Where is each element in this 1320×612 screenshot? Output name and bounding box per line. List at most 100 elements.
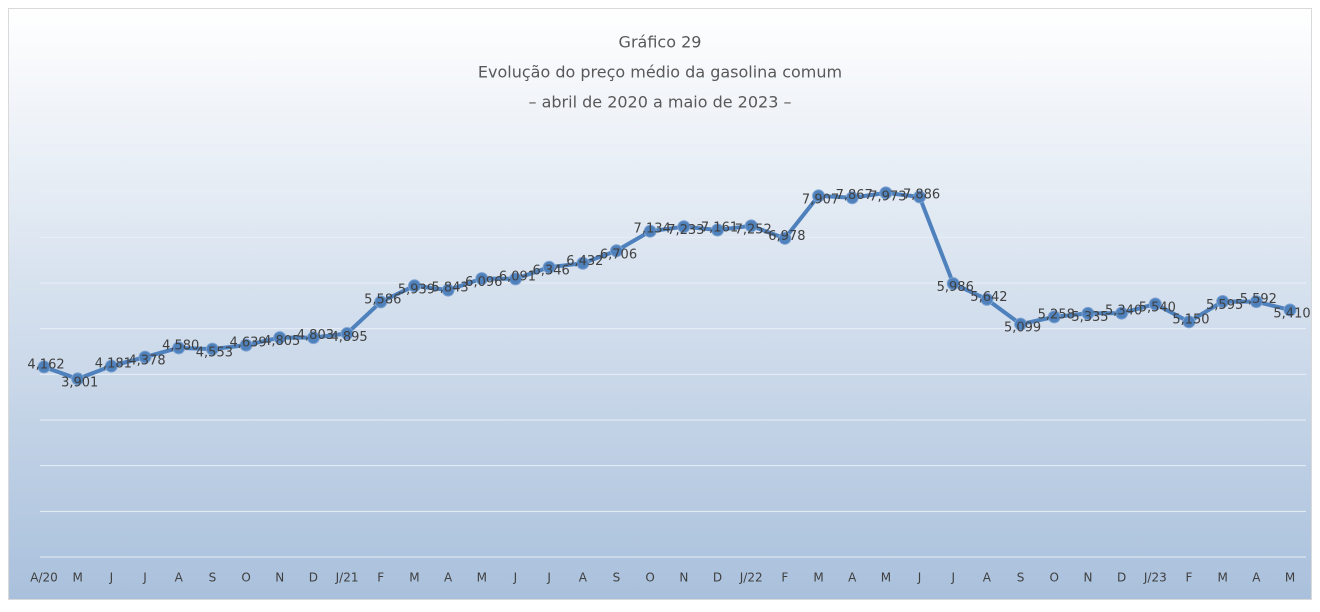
marker (273, 331, 287, 345)
marker (1249, 295, 1263, 309)
x-tick-label: N (1083, 571, 1092, 585)
x-tick-label: D (713, 571, 722, 585)
data-label: 7,134 (634, 222, 671, 237)
marker (508, 272, 522, 286)
x-tick-label: S (1017, 571, 1025, 585)
data-label: 7,233 (667, 223, 704, 238)
marker (711, 223, 725, 237)
data-label: 3,901 (61, 375, 98, 390)
x-tick-label: F (377, 571, 384, 585)
marker (407, 279, 421, 293)
data-label: 6,978 (768, 229, 805, 244)
x-tick-label: O (645, 571, 654, 585)
x-tick-label: A (579, 571, 588, 585)
data-label: 5,843 (431, 281, 468, 296)
x-tick-label: M (813, 571, 823, 585)
x-tick-label: M (409, 571, 419, 585)
data-label: 6,091 (499, 269, 536, 284)
data-label: 7,161 (701, 220, 738, 235)
data-label: 5,540 (1139, 301, 1176, 316)
data-label: 6,706 (600, 247, 637, 262)
x-tick-label: M (477, 571, 487, 585)
x-tick-label: J (109, 571, 114, 585)
marker (306, 331, 320, 345)
marker (542, 260, 556, 274)
marker (1014, 317, 1028, 331)
data-label: 6,096 (465, 275, 502, 290)
marker (980, 292, 994, 306)
marker (946, 277, 960, 291)
data-label: 5,595 (1206, 298, 1243, 313)
data-label: 5,410 (1273, 306, 1310, 321)
marker (812, 189, 826, 203)
data-label: 7,886 (903, 187, 940, 202)
marker (340, 326, 354, 340)
x-tick-label: M (881, 571, 891, 585)
marker (879, 186, 893, 200)
marker (1081, 306, 1095, 320)
marker (37, 360, 51, 374)
x-tick-label: J (950, 571, 955, 585)
data-label: 4,162 (27, 357, 64, 372)
data-label: 7,867 (836, 188, 873, 203)
chart-area (8, 8, 1312, 600)
marker (1047, 310, 1061, 324)
marker (1182, 315, 1196, 329)
x-tick-label: A (983, 571, 992, 585)
x-tick-label: J (513, 571, 518, 585)
x-tick-label: M (72, 571, 82, 585)
x-tick-label: J (546, 571, 551, 585)
data-label: 5,099 (1004, 321, 1041, 336)
marker (744, 219, 758, 233)
data-label: 7,907 (802, 192, 839, 207)
marker (576, 256, 590, 270)
marker (677, 220, 691, 234)
chart-subtitle: – abril de 2020 a maio de 2023 – (529, 93, 792, 112)
marker (1115, 306, 1129, 320)
x-tick-label: J/22 (739, 571, 763, 585)
x-tick-label: J/21 (335, 571, 359, 585)
data-label: 5,986 (937, 280, 974, 295)
marker (643, 224, 657, 238)
x-tick-label: D (1117, 571, 1126, 585)
data-label: 5,335 (1071, 310, 1108, 325)
marker (71, 372, 85, 386)
data-label: 4,639 (229, 336, 266, 351)
marker (138, 350, 152, 364)
data-label: 4,378 (128, 354, 165, 369)
x-tick-label: J (917, 571, 922, 585)
data-label: 5,592 (1240, 292, 1277, 307)
data-label: 5,586 (364, 292, 401, 307)
marker (609, 244, 623, 258)
data-label: 6,432 (566, 254, 603, 269)
chart-title: Gráfico 29 (619, 33, 702, 52)
data-label: 4,805 (263, 334, 300, 349)
x-tick-label: F (781, 571, 788, 585)
data-label: 4,895 (330, 330, 367, 345)
x-tick-label: F (1186, 571, 1193, 585)
marker (1283, 303, 1297, 317)
data-label: 5,642 (970, 290, 1007, 305)
data-label: 5,150 (1172, 312, 1209, 327)
data-label: 5,939 (398, 282, 435, 297)
marker (172, 341, 186, 355)
x-tick-label: A (848, 571, 857, 585)
data-label: 4,803 (297, 328, 334, 343)
data-label: 4,181 (95, 357, 132, 372)
marker (845, 191, 859, 205)
x-tick-label: D (309, 571, 318, 585)
x-tick-label: M (1285, 571, 1295, 585)
marker (104, 359, 118, 373)
marker (239, 338, 253, 352)
x-tick-label: A/20 (30, 571, 58, 585)
x-tick-label: O (1050, 571, 1059, 585)
data-label: 4,580 (162, 338, 199, 353)
marker (374, 295, 388, 309)
x-tick-label: S (613, 571, 621, 585)
marker (441, 283, 455, 297)
marker (475, 272, 489, 286)
x-tick-label: J (142, 571, 147, 585)
x-tick-label: S (209, 571, 217, 585)
